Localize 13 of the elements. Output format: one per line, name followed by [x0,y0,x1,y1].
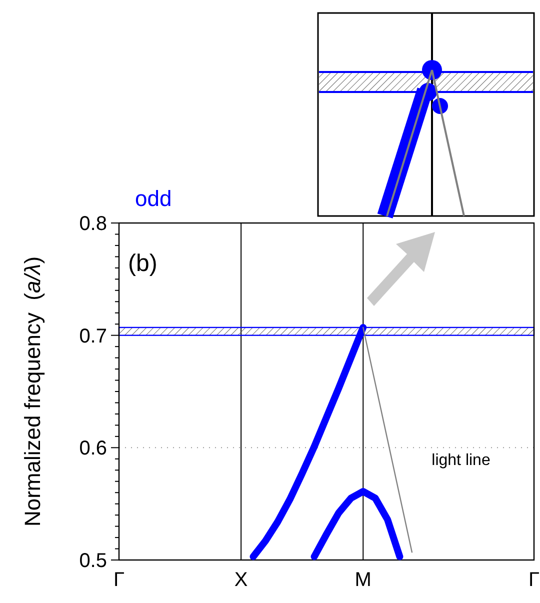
annotation: light line [432,452,490,469]
y-tick-label: 0.6 [79,438,107,460]
x-tick-label: Γ [528,569,540,591]
x-tick-label: M [354,569,372,591]
chart-title: odd [135,186,172,211]
y-tick-label: 0.7 [79,325,107,348]
x-tick-label: Γ [113,569,125,591]
x-tick-label: X [234,569,248,591]
annotation: (b) [128,250,158,277]
line-series [362,326,413,553]
y-tick-label: 0.5 [79,550,107,572]
y-tick-label: 0.8 [79,213,107,235]
y-axis-title: Normalized frequency (a/λ) [20,256,45,527]
